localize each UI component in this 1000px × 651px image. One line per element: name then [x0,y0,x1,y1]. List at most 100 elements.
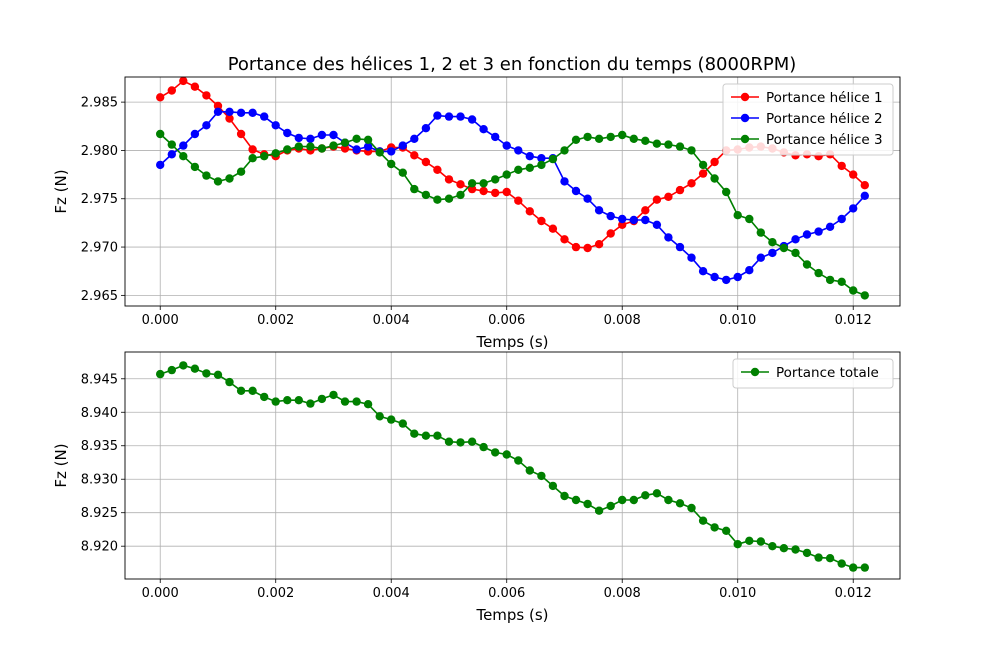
data-point [710,174,719,183]
legend-marker [750,367,760,377]
data-point [618,214,627,224]
data-point [860,191,869,200]
data-point [260,152,269,161]
data-point [675,242,685,252]
chart-title: Portance des hélices 1, 2 et 3 en foncti… [228,54,797,75]
data-point [479,179,488,188]
y-tick-label: 2.970 [81,241,118,256]
data-point [514,165,523,174]
data-point [756,228,765,237]
legend-item: Portance hélice 3 [731,132,883,148]
data-point [375,412,384,421]
data-point [340,138,350,147]
y-tick-label: 8.930 [81,473,118,488]
data-point [156,93,165,102]
x-tick-label: 0.012 [835,313,872,328]
data-point [294,133,303,143]
data-point [479,442,488,452]
series-3 [156,129,869,300]
legend-label: Portance totale [776,365,879,381]
x-tick-label: 0.010 [719,313,756,328]
data-point [202,369,211,378]
data-point [548,224,558,233]
data-point [849,563,858,572]
legend-marker [740,113,750,123]
data-point [687,179,696,188]
data-point [156,369,165,379]
data-point [467,437,477,446]
legend-marker [740,92,750,102]
data-point [306,142,315,151]
data-point [340,397,350,406]
data-point [213,177,223,186]
data-point [641,491,650,500]
data-point [745,536,754,545]
data-point [502,170,511,179]
data-point [248,145,257,154]
data-point [225,174,234,183]
data-point [814,268,823,278]
data-point [156,160,165,170]
data-point [768,542,777,551]
data-point [791,235,800,244]
data-point [606,229,615,238]
data-point [594,240,604,249]
data-point [525,152,534,161]
y-axis-label: Fz (N) [52,169,70,213]
data-point [179,152,188,161]
data-point [294,142,303,151]
data-point [802,548,812,558]
data-point [606,132,615,142]
y-tick-label: 8.935 [81,439,118,454]
data-point [756,537,765,546]
x-tick-label: 0.002 [257,313,294,328]
data-point [248,386,257,395]
data-point [768,248,777,258]
data-point [825,222,835,231]
data-point [733,540,742,549]
data-point [236,386,246,395]
data-point [837,214,846,224]
data-point [837,559,846,568]
data-point [664,140,673,149]
data-point [664,233,673,242]
data-point [594,206,604,215]
data-point [652,139,662,148]
legend-marker [740,134,750,144]
x-axis-label: Temps (s) [475,606,548,624]
y-tick-label: 2.980 [81,144,118,159]
data-point [271,397,280,406]
data-point [479,186,488,196]
data-point [260,112,269,121]
data-point [606,501,615,511]
y-tick-label: 8.945 [81,372,118,387]
data-point [444,437,454,446]
x-tick-label: 0.012 [835,586,872,601]
data-point [491,448,500,457]
data-point [571,135,581,144]
data-point [583,132,592,142]
data-point [802,260,812,269]
data-point [733,211,742,220]
data-point [444,112,454,121]
data-point [421,157,431,167]
data-point [306,399,315,408]
data-point [664,495,673,505]
data-point [467,179,477,188]
data-point [837,161,846,171]
data-point [849,286,858,295]
x-tick-label: 0.008 [604,313,641,328]
data-point [491,175,500,184]
data-point [421,431,431,440]
data-point [329,130,338,140]
series-1 [156,361,869,572]
x-tick-label: 0.006 [488,586,525,601]
data-point [537,216,546,226]
data-point [352,134,361,143]
series-2 [156,107,869,285]
y-tick-label: 2.975 [81,192,118,207]
data-point [583,194,592,203]
data-point [525,163,534,172]
data-point [710,523,719,532]
